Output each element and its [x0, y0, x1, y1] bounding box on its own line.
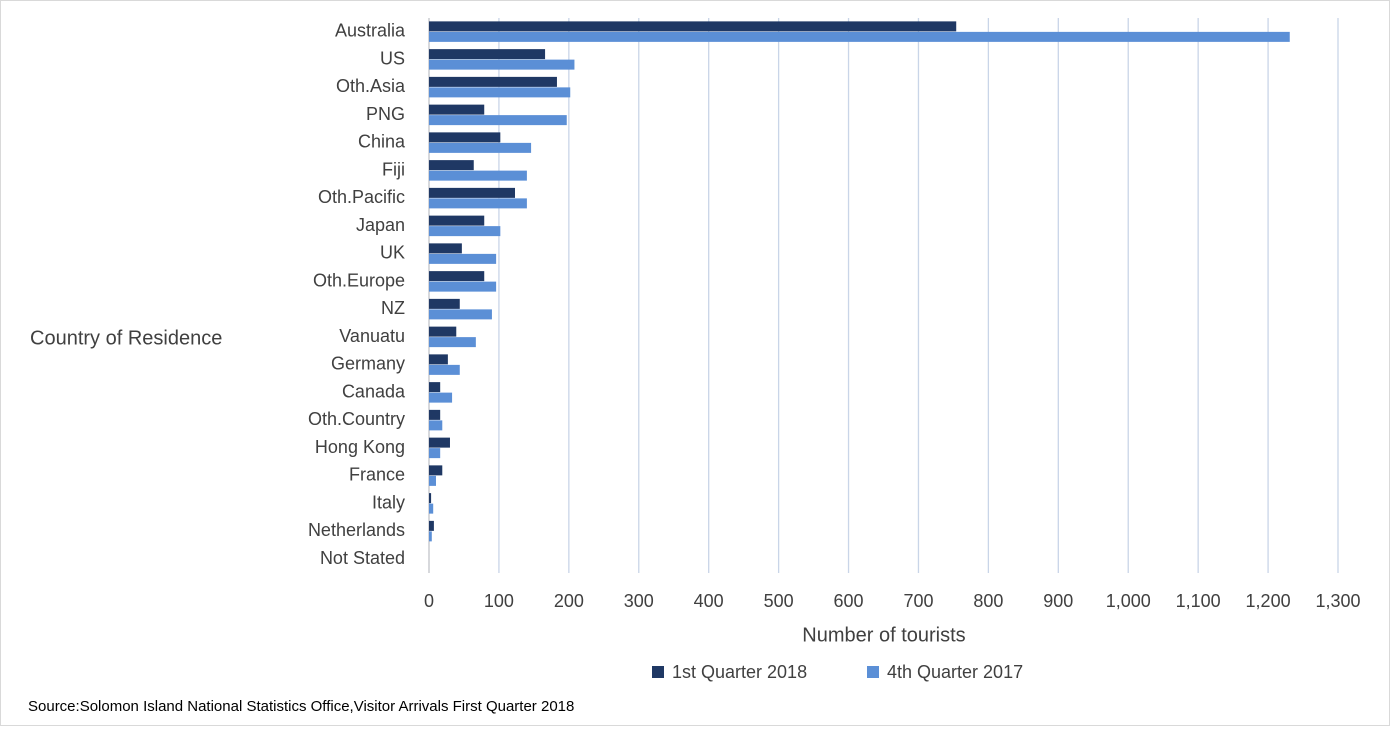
y-tick-label: Oth.Country	[308, 409, 405, 429]
bar	[429, 420, 443, 431]
x-axis-title: Number of tourists	[802, 624, 965, 646]
y-tick-label: Oth.Europe	[313, 270, 405, 290]
legend-label: 1st Quarter 2018	[672, 662, 807, 682]
bar	[429, 21, 957, 32]
x-tick-label: 1,000	[1106, 591, 1151, 611]
bar	[429, 493, 432, 504]
bar	[429, 243, 462, 254]
bar	[429, 382, 441, 393]
y-tick-label: Hong Kong	[315, 437, 405, 457]
bar	[429, 409, 441, 420]
bar	[429, 520, 434, 531]
legend: 1st Quarter 2018 4th Quarter 2017	[652, 662, 1023, 682]
y-tick-label: Netherlands	[308, 520, 405, 540]
x-tick-label: 600	[834, 591, 864, 611]
x-tick-label: 100	[484, 591, 514, 611]
bar	[429, 503, 434, 514]
y-tick-label: US	[380, 48, 405, 68]
y-tick-label: Vanuatu	[339, 326, 405, 346]
bar	[429, 132, 501, 143]
legend-swatch	[867, 666, 879, 678]
bar	[429, 160, 474, 171]
bar	[429, 337, 476, 348]
bar	[429, 326, 457, 337]
y-tick-label: Canada	[342, 381, 406, 401]
bars	[429, 21, 1290, 542]
bar	[429, 187, 516, 198]
y-tick-label: Oth.Pacific	[318, 187, 405, 207]
y-tick-label: Australia	[335, 21, 406, 41]
grid	[428, 18, 1339, 573]
bar	[429, 115, 567, 126]
bar	[429, 170, 527, 181]
bar	[429, 531, 432, 542]
bar	[429, 309, 492, 320]
bar	[429, 104, 485, 115]
y-tick-label: Germany	[331, 354, 405, 374]
x-tick-label: 200	[554, 591, 584, 611]
x-tick-label: 900	[1043, 591, 1073, 611]
x-tick-label: 500	[764, 591, 794, 611]
x-tick-label: 1,300	[1315, 591, 1360, 611]
bar	[429, 392, 453, 403]
bar	[429, 354, 448, 365]
bar	[429, 49, 546, 60]
bar	[429, 253, 497, 264]
bar	[429, 142, 532, 153]
bar	[429, 59, 575, 70]
y-tick-label: PNG	[366, 104, 405, 124]
y-tick-label: Fiji	[382, 159, 405, 179]
bar	[429, 271, 485, 282]
bar	[429, 475, 436, 486]
bar	[429, 87, 571, 98]
y-tick-label: Italy	[372, 492, 405, 512]
bar	[429, 298, 460, 309]
x-tick-label: 1,100	[1176, 591, 1221, 611]
x-tick-label: 1,200	[1246, 591, 1291, 611]
legend-label: 4th Quarter 2017	[887, 662, 1023, 682]
bar	[429, 215, 485, 226]
bar	[429, 31, 1290, 42]
y-axis-title: Country of Residence	[30, 327, 222, 349]
bar	[429, 465, 443, 476]
source-note: Source:Solomon Island National Statistic…	[28, 698, 574, 715]
bar	[429, 437, 450, 448]
x-tick-label: 800	[973, 591, 1003, 611]
bar	[429, 281, 497, 292]
x-tick-label: 0	[424, 591, 434, 611]
y-tick-label: Not Stated	[320, 548, 405, 568]
x-tick-label: 300	[624, 591, 654, 611]
y-tick-label: Oth.Asia	[336, 76, 406, 96]
bar	[429, 448, 441, 459]
labels: 0 100 200 300 400 500 600 700 800 900 1,000 1,100 1,…	[308, 21, 1361, 611]
bar	[429, 198, 527, 209]
bar	[429, 364, 460, 375]
bar	[429, 226, 501, 237]
x-tick-label: 400	[694, 591, 724, 611]
y-tick-label: China	[358, 132, 406, 152]
y-tick-label: UK	[380, 243, 405, 263]
y-tick-label: Japan	[356, 215, 405, 235]
y-tick-label: NZ	[381, 298, 405, 318]
y-tick-label: France	[349, 465, 405, 485]
bar	[429, 76, 557, 87]
legend-swatch	[652, 666, 664, 678]
x-tick-label: 700	[903, 591, 933, 611]
